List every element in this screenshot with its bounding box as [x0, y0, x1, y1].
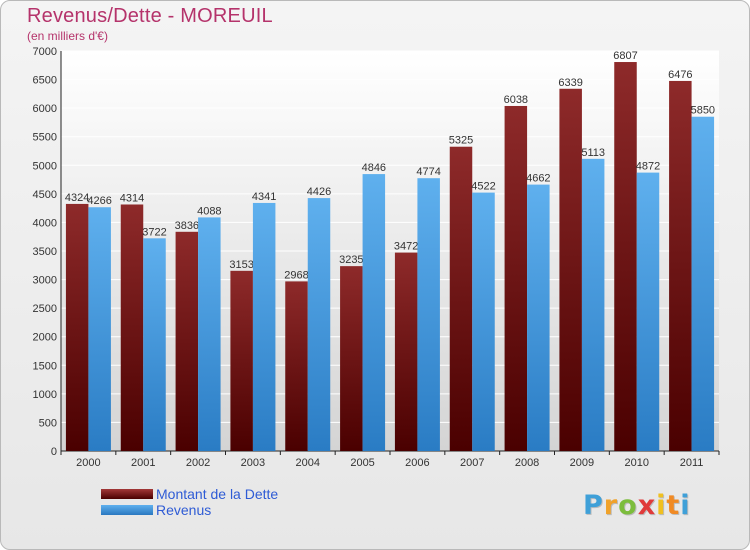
x-tick-label: 2008: [515, 457, 539, 469]
y-tick-label: 2000: [33, 332, 57, 344]
bar-dette: [504, 105, 528, 451]
bar-revenus: [198, 217, 221, 451]
logo-letter: t: [666, 490, 681, 521]
x-tick-label: 2005: [350, 457, 374, 469]
bar-dette: [614, 62, 637, 452]
y-tick-label: 5500: [33, 132, 57, 144]
y-tick-label: 4500: [33, 189, 57, 201]
y-tick-label: 0: [51, 446, 57, 458]
data-label-revenus: 4662: [526, 173, 550, 185]
y-tick-label: 3000: [33, 275, 57, 287]
data-label-revenus: 5113: [581, 147, 605, 159]
bar-dette: [120, 204, 144, 451]
chart-subtitle: (en milliers d'€): [27, 29, 108, 43]
x-tick-label: 2009: [570, 457, 594, 469]
logo-letter: i: [680, 490, 691, 521]
bar-dette: [559, 88, 582, 452]
legend-label-dette: Montant de la Dette: [156, 486, 279, 502]
data-label-dette: 3836: [175, 220, 199, 232]
x-tick-label: 2001: [131, 457, 155, 469]
data-label-dette: 6476: [668, 69, 692, 81]
logo-letter: i: [656, 490, 667, 521]
bar-dette: [449, 146, 473, 451]
y-tick-label: 2500: [33, 303, 57, 315]
bar-revenus: [581, 158, 605, 452]
y-tick-label: 1500: [33, 360, 57, 372]
x-tick-label: 2007: [460, 457, 484, 469]
bar-revenus: [362, 174, 386, 452]
x-tick-label: 2004: [296, 457, 320, 469]
bar-revenus: [636, 172, 660, 451]
x-tick-label: 2006: [405, 457, 429, 469]
bar-revenus: [417, 178, 440, 451]
bar-dette: [669, 80, 692, 451]
data-label-revenus: 4846: [362, 162, 386, 174]
bar-revenus: [88, 207, 111, 451]
data-label-dette: 4314: [120, 192, 144, 204]
data-label-dette: 6807: [613, 50, 637, 62]
y-tick-label: 6000: [33, 103, 57, 115]
data-label-dette: 5325: [449, 135, 473, 147]
bar-revenus: [143, 238, 166, 451]
y-tick-label: 6500: [33, 75, 57, 87]
bar-dette: [394, 252, 418, 451]
y-tick-label: 500: [39, 417, 57, 429]
data-label-revenus: 4266: [87, 195, 111, 207]
bar-revenus: [472, 192, 495, 451]
data-label-revenus: 5850: [691, 105, 715, 117]
data-label-revenus: 4522: [471, 181, 495, 193]
bar-revenus: [307, 198, 331, 451]
data-label-revenus: 4341: [252, 191, 276, 203]
data-label-revenus: 3722: [142, 226, 166, 238]
chart-title: Revenus/Dette - MOREUIL: [27, 5, 273, 27]
bar-dette: [285, 281, 308, 451]
x-tick-label: 2011: [680, 457, 704, 469]
data-label-dette: 3472: [394, 241, 418, 253]
x-tick-label: 2010: [625, 457, 649, 469]
x-tick-label: 2002: [186, 457, 210, 469]
bar-dette: [175, 231, 199, 451]
logo-letter: o: [618, 490, 638, 521]
data-label-dette: 6339: [558, 77, 582, 89]
proxiti-logo: Proxiti: [583, 490, 691, 521]
y-tick-label: 5000: [33, 160, 57, 172]
data-label-revenus: 4774: [416, 166, 440, 178]
legend-swatch-revenus: [101, 505, 153, 515]
data-label-dette: 2968: [284, 269, 308, 281]
bar-dette: [340, 266, 363, 451]
data-label-dette: 4324: [65, 192, 89, 204]
bar-revenus: [252, 202, 276, 451]
bar-revenus: [691, 116, 715, 451]
y-tick-label: 1000: [33, 389, 57, 401]
x-tick-label: 2003: [241, 457, 265, 469]
bar-revenus: [527, 184, 550, 451]
y-tick-label: 4000: [33, 217, 57, 229]
logo-letter: x: [637, 490, 657, 521]
x-tick-label: 2000: [76, 457, 100, 469]
logo-letter: r: [603, 490, 619, 521]
data-label-revenus: 4426: [307, 186, 331, 198]
bar-dette: [230, 270, 253, 451]
y-tick-label: 3500: [33, 246, 57, 258]
data-label-revenus: 4088: [197, 205, 221, 217]
legend-swatch-dette: [101, 489, 153, 499]
y-tick-label: 7000: [33, 46, 57, 58]
logo-letter: P: [583, 490, 604, 521]
legend-label-revenus: Revenus: [156, 502, 212, 518]
data-label-dette: 3153: [229, 259, 253, 271]
data-label-dette: 6038: [504, 94, 528, 106]
data-label-revenus: 4872: [636, 161, 660, 173]
bar-dette: [65, 203, 89, 451]
data-label-dette: 3235: [339, 254, 363, 266]
